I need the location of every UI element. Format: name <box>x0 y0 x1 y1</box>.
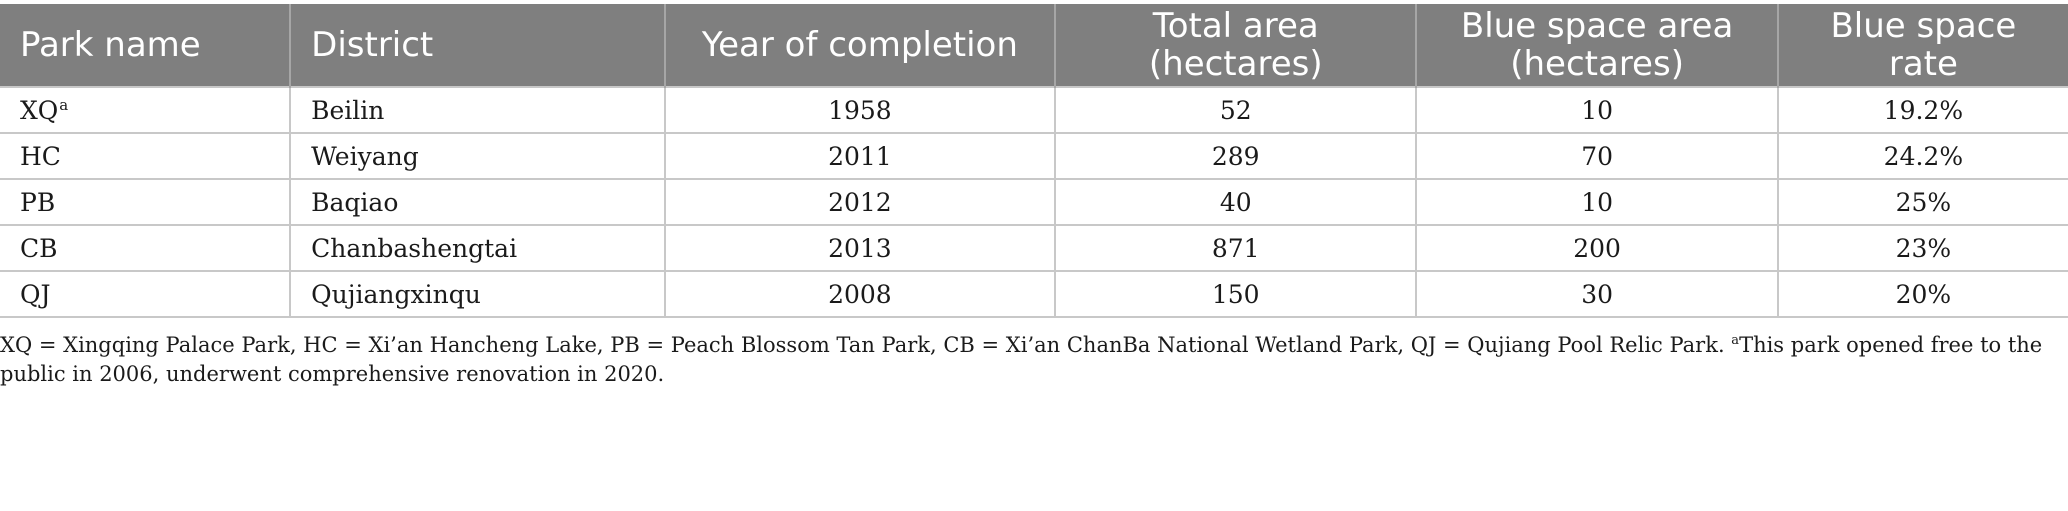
header-blue-area: Blue space area (hectares) <box>1415 4 1778 87</box>
footnote-abbreviations: XQ = Xingqing Palace Park, HC = Xi’an Ha… <box>0 333 1732 357</box>
header-year: Year of completion <box>663 4 1056 87</box>
header-total-area-line1: Total area <box>1152 6 1319 46</box>
table-row: QJ Qujiangxinqu 2008 150 30 20% <box>0 271 2068 318</box>
cell-park: CB <box>0 225 291 272</box>
header-blue-area-line1: Blue space area <box>1460 6 1734 46</box>
footnote-marker: a <box>59 95 69 114</box>
header-total-area-line2: (hectares) <box>1148 44 1323 84</box>
cell-blue-rate: 25% <box>1776 179 2068 226</box>
header-blue-area-line2: (hectares) <box>1510 44 1684 84</box>
table-row: XQa Beilin 1958 52 10 19.2% <box>0 86 2068 134</box>
table-row: PB Baqiao 2012 40 10 25% <box>0 179 2068 226</box>
cell-year: 2008 <box>663 271 1056 318</box>
table-footnote: XQ = Xingqing Palace Park, HC = Xi’an Ha… <box>0 326 2064 389</box>
cell-blue-rate: 20% <box>1776 271 2068 318</box>
cell-year: 2011 <box>663 133 1056 180</box>
table-row: CB Chanbashengtai 2013 871 200 23% <box>0 225 2068 272</box>
cell-total-area: 40 <box>1054 179 1417 226</box>
cell-year: 2013 <box>663 225 1056 272</box>
cell-blue-area: 30 <box>1415 271 1778 318</box>
header-district-label: District <box>311 25 434 65</box>
cell-blue-area: 70 <box>1415 133 1778 180</box>
cell-park: PB <box>0 179 291 226</box>
cell-district: Chanbashengtai <box>289 225 665 272</box>
cell-park: HC <box>0 133 291 180</box>
cell-park: QJ <box>0 271 291 318</box>
table-body: XQa Beilin 1958 52 10 19.2% HC Weiyang 2… <box>0 86 2068 318</box>
cell-park: XQa <box>0 86 291 134</box>
cell-year: 2012 <box>663 179 1056 226</box>
table-row: HC Weiyang 2011 289 70 24.2% <box>0 133 2068 180</box>
cell-blue-area: 200 <box>1415 225 1778 272</box>
parks-table: Park name District Year of completion To… <box>0 4 2068 318</box>
footnote-note-marker: a <box>1731 333 1740 348</box>
header-total-area: Total area (hectares) <box>1054 4 1417 87</box>
cell-blue-area: 10 <box>1415 86 1778 134</box>
cell-district: Qujiangxinqu <box>289 271 665 318</box>
header-park-name-label: Park name <box>20 25 201 65</box>
cell-blue-rate: 19.2% <box>1776 86 2068 134</box>
cell-blue-rate: 24.2% <box>1776 133 2068 180</box>
footnote-note: This park opened free to the public in 2… <box>0 333 2043 386</box>
cell-total-area: 289 <box>1054 133 1417 180</box>
header-district: District <box>289 4 665 87</box>
header-year-label: Year of completion <box>701 25 1018 65</box>
header-park-name: Park name <box>0 4 291 87</box>
table-header-row: Park name District Year of completion To… <box>0 4 2068 87</box>
cell-district: Beilin <box>289 86 665 134</box>
header-blue-rate-line1: Blue space <box>1830 6 2017 46</box>
cell-total-area: 52 <box>1054 86 1417 134</box>
cell-blue-area: 10 <box>1415 179 1778 226</box>
cell-district: Weiyang <box>289 133 665 180</box>
cell-year: 1958 <box>663 86 1056 134</box>
cell-total-area: 871 <box>1054 225 1417 272</box>
cell-park-text: XQ <box>20 95 59 125</box>
table-container: Park name District Year of completion To… <box>0 4 2068 389</box>
cell-blue-rate: 23% <box>1776 225 2068 272</box>
header-blue-rate-line2: rate <box>1888 44 1958 84</box>
cell-district: Baqiao <box>289 179 665 226</box>
cell-total-area: 150 <box>1054 271 1417 318</box>
header-blue-rate: Blue space rate <box>1776 4 2068 87</box>
